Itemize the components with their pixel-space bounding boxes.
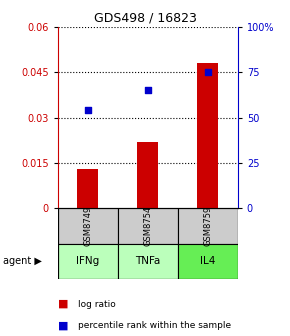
Bar [118,244,178,279]
Bar [118,208,178,244]
Text: IL4: IL4 [200,256,215,266]
Text: log ratio: log ratio [78,300,116,308]
Text: GSM8749: GSM8749 [84,206,93,246]
Text: GSM8754: GSM8754 [143,206,153,246]
Text: GSM8759: GSM8759 [203,206,212,246]
Bar [137,142,158,208]
Point [206,70,210,75]
Text: agent ▶: agent ▶ [3,256,42,266]
Point [86,108,90,113]
Text: IFNg: IFNg [76,256,99,266]
Bar [58,244,118,279]
Bar [178,208,238,244]
Text: percentile rank within the sample: percentile rank within the sample [78,322,231,330]
Text: GDS498 / 16823: GDS498 / 16823 [94,12,196,25]
Text: TNFa: TNFa [135,256,161,266]
Bar [197,63,218,208]
Text: ■: ■ [58,321,68,331]
Text: ■: ■ [58,299,68,309]
Bar [58,208,118,244]
Bar [77,169,98,208]
Bar [178,244,238,279]
Point [146,88,150,93]
